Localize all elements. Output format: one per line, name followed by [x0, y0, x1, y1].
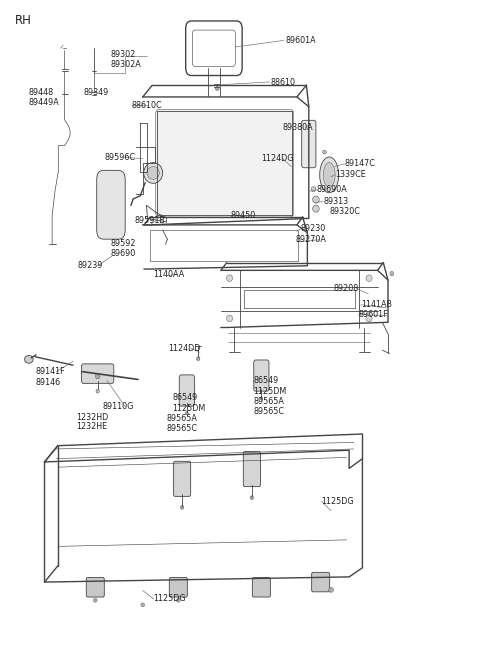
- Ellipse shape: [366, 315, 372, 322]
- FancyBboxPatch shape: [243, 451, 261, 487]
- Ellipse shape: [147, 166, 159, 179]
- Ellipse shape: [94, 598, 97, 602]
- Ellipse shape: [197, 357, 200, 361]
- Text: 89110G: 89110G: [102, 402, 134, 411]
- Text: 89141F: 89141F: [35, 367, 65, 376]
- Text: 89313: 89313: [323, 197, 348, 206]
- Text: 89690: 89690: [111, 249, 136, 258]
- Text: 89449A: 89449A: [29, 98, 60, 107]
- FancyBboxPatch shape: [254, 360, 269, 391]
- FancyBboxPatch shape: [86, 578, 104, 597]
- Ellipse shape: [250, 496, 253, 500]
- Text: 89565A: 89565A: [253, 397, 284, 406]
- FancyBboxPatch shape: [82, 364, 114, 383]
- Text: 1124DG: 1124DG: [261, 154, 294, 163]
- Text: 89146: 89146: [35, 377, 60, 386]
- Text: 89448: 89448: [29, 88, 54, 97]
- Ellipse shape: [141, 603, 144, 607]
- Text: 89565C: 89565C: [167, 424, 197, 434]
- Text: 1339CE: 1339CE: [335, 170, 366, 179]
- Ellipse shape: [366, 275, 372, 282]
- Text: 1125DM: 1125DM: [173, 403, 206, 413]
- Ellipse shape: [312, 205, 319, 212]
- Ellipse shape: [323, 162, 335, 187]
- Text: 89601A: 89601A: [285, 36, 316, 45]
- Text: 89380A: 89380A: [283, 123, 313, 132]
- Ellipse shape: [227, 275, 233, 282]
- FancyBboxPatch shape: [252, 578, 270, 597]
- Text: 89596C: 89596C: [105, 153, 136, 162]
- FancyBboxPatch shape: [169, 578, 187, 597]
- FancyBboxPatch shape: [174, 461, 191, 496]
- Ellipse shape: [390, 271, 394, 276]
- Text: 1141AB: 1141AB: [361, 300, 392, 309]
- Text: 86549: 86549: [173, 393, 198, 402]
- Text: 89565C: 89565C: [253, 407, 284, 417]
- Ellipse shape: [227, 315, 233, 322]
- Text: 89450: 89450: [230, 212, 256, 220]
- FancyBboxPatch shape: [301, 121, 316, 168]
- Text: 86549: 86549: [253, 376, 278, 385]
- Text: 1124DD: 1124DD: [168, 344, 200, 353]
- Ellipse shape: [323, 150, 326, 154]
- Text: 89601F: 89601F: [359, 310, 388, 319]
- Text: 1232HD: 1232HD: [76, 413, 108, 422]
- Ellipse shape: [320, 157, 339, 193]
- Text: 89591B: 89591B: [135, 216, 166, 225]
- Text: 88610C: 88610C: [132, 101, 162, 110]
- FancyBboxPatch shape: [156, 109, 294, 217]
- Ellipse shape: [216, 86, 219, 90]
- Text: 1125DG: 1125DG: [322, 497, 354, 506]
- Text: 1232HE: 1232HE: [76, 422, 108, 432]
- Text: 89565A: 89565A: [167, 414, 197, 423]
- FancyBboxPatch shape: [179, 375, 194, 406]
- Text: 89302A: 89302A: [111, 60, 142, 69]
- Text: RH: RH: [14, 14, 32, 28]
- Ellipse shape: [144, 162, 163, 183]
- Ellipse shape: [312, 196, 319, 203]
- Ellipse shape: [96, 373, 100, 379]
- Text: 88610: 88610: [271, 77, 296, 86]
- FancyBboxPatch shape: [96, 170, 125, 239]
- Text: 1140AA: 1140AA: [154, 270, 185, 279]
- Text: 89270A: 89270A: [296, 235, 327, 244]
- Text: 89147C: 89147C: [344, 159, 375, 168]
- Text: 1125DM: 1125DM: [253, 386, 287, 396]
- Text: 89302: 89302: [111, 50, 136, 59]
- Text: 89349: 89349: [84, 88, 108, 97]
- Text: 1125DG: 1125DG: [154, 595, 186, 603]
- Ellipse shape: [329, 588, 334, 593]
- Text: 89690A: 89690A: [317, 185, 348, 195]
- Text: 89592: 89592: [111, 238, 136, 248]
- Ellipse shape: [185, 411, 188, 415]
- Ellipse shape: [260, 397, 263, 400]
- Text: 89320C: 89320C: [329, 208, 360, 216]
- Text: 89208: 89208: [334, 284, 359, 293]
- Text: 89230: 89230: [301, 224, 326, 233]
- FancyBboxPatch shape: [312, 572, 330, 592]
- Ellipse shape: [311, 187, 316, 192]
- Ellipse shape: [177, 598, 180, 602]
- Text: 89239: 89239: [78, 261, 103, 271]
- Ellipse shape: [96, 389, 99, 393]
- Ellipse shape: [180, 506, 184, 510]
- Ellipse shape: [24, 356, 33, 364]
